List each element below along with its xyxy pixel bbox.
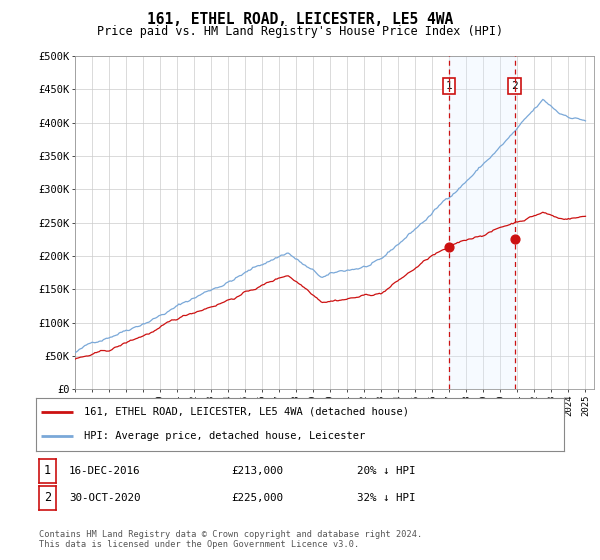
- Point: [510, 235, 520, 244]
- Point: [444, 243, 454, 252]
- Text: Price paid vs. HM Land Registry's House Price Index (HPI): Price paid vs. HM Land Registry's House …: [97, 25, 503, 38]
- Text: 161, ETHEL ROAD, LEICESTER, LE5 4WA (detached house): 161, ETHEL ROAD, LEICESTER, LE5 4WA (det…: [83, 407, 409, 417]
- Text: 161, ETHEL ROAD, LEICESTER, LE5 4WA: 161, ETHEL ROAD, LEICESTER, LE5 4WA: [147, 12, 453, 27]
- Text: 16-DEC-2016: 16-DEC-2016: [69, 466, 140, 476]
- Text: 1: 1: [445, 81, 452, 91]
- Text: 32% ↓ HPI: 32% ↓ HPI: [357, 493, 415, 503]
- Bar: [449, 56, 515, 389]
- Text: £213,000: £213,000: [231, 466, 283, 476]
- Text: 1: 1: [44, 464, 51, 478]
- Text: HPI: Average price, detached house, Leicester: HPI: Average price, detached house, Leic…: [83, 431, 365, 441]
- Text: 20% ↓ HPI: 20% ↓ HPI: [357, 466, 415, 476]
- Text: 30-OCT-2020: 30-OCT-2020: [69, 493, 140, 503]
- Text: 2: 2: [511, 81, 518, 91]
- Text: Contains HM Land Registry data © Crown copyright and database right 2024.
This d: Contains HM Land Registry data © Crown c…: [39, 530, 422, 549]
- Text: 2: 2: [44, 491, 51, 505]
- Text: £225,000: £225,000: [231, 493, 283, 503]
